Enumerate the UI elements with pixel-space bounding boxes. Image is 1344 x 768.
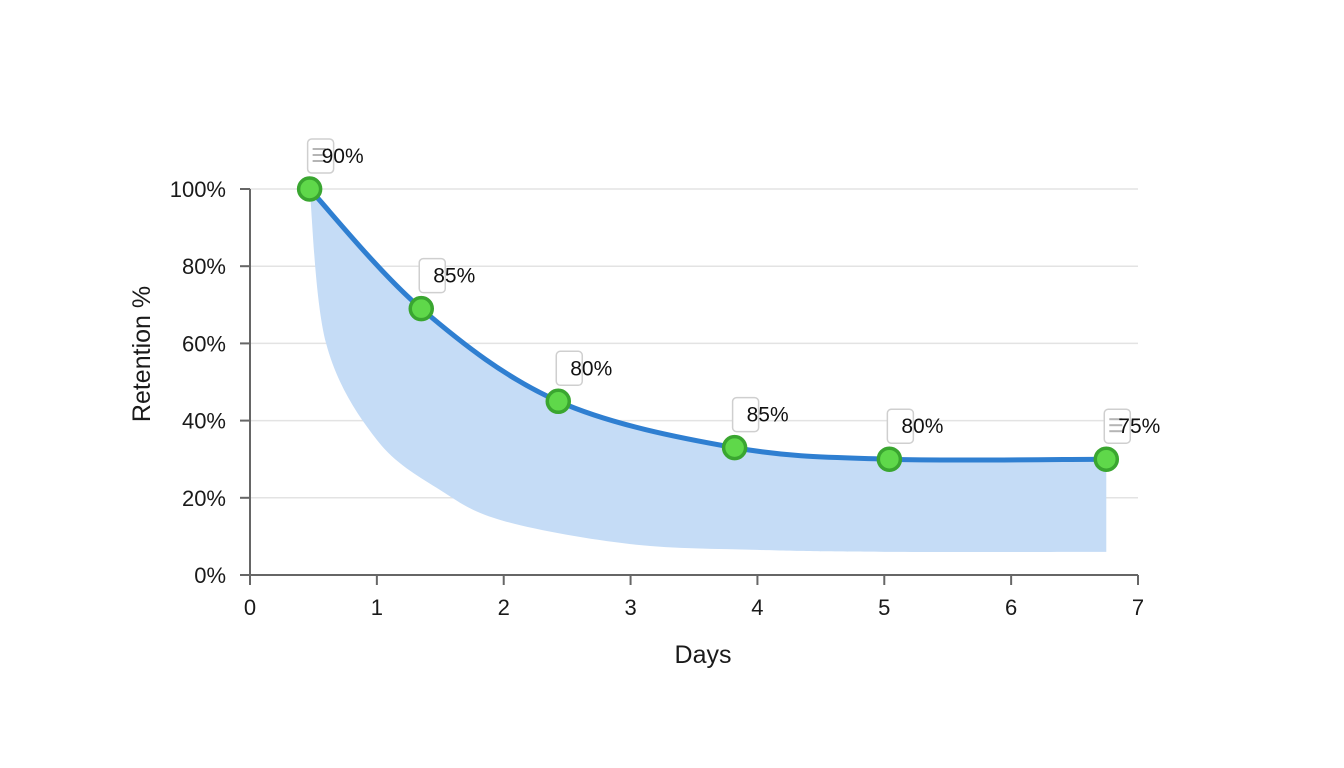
retention-line — [307, 186, 1109, 463]
x-axis-title: Days — [675, 641, 732, 669]
data-point-marker — [545, 388, 572, 415]
x-tick-label: 4 — [751, 595, 763, 620]
data-point-marker — [408, 295, 435, 322]
x-tick-label: 5 — [878, 595, 890, 620]
x-tick-label: 6 — [1005, 595, 1017, 620]
data-label-text: 80% — [570, 357, 612, 380]
y-tick-label: 40% — [182, 409, 226, 434]
data-label-text: 85% — [747, 404, 789, 427]
x-tick-label: 1 — [371, 595, 383, 620]
data-markers — [296, 176, 1120, 472]
data-point-marker — [1093, 446, 1120, 472]
axes: 0% 20% 40% 60% 80% 100% 0 1 2 3 4 5 6 7 — [170, 177, 1144, 620]
data-label: 75% — [1103, 408, 1160, 444]
y-tick-label: 20% — [182, 486, 226, 511]
label-box — [555, 350, 584, 387]
x-tick-label: 0 — [244, 595, 256, 620]
label-box — [731, 396, 760, 433]
data-point-marker — [296, 176, 323, 202]
label-box — [886, 408, 915, 444]
y-axis-title: Retention % — [128, 286, 156, 422]
y-tick-label: 80% — [182, 254, 226, 279]
data-label: 80% — [555, 350, 612, 387]
y-tick-label: 100% — [170, 177, 226, 202]
x-tick-label: 3 — [624, 595, 636, 620]
x-tick-label: 2 — [498, 595, 510, 620]
data-label: 90% — [306, 138, 364, 174]
data-point-marker — [876, 446, 903, 472]
y-tick-label: 60% — [182, 331, 226, 356]
note-icon — [312, 148, 326, 162]
data-label: 85% — [418, 257, 475, 294]
data-label-text: 80% — [901, 415, 943, 438]
data-label: 80% — [886, 408, 943, 444]
x-tick-label: 7 — [1132, 595, 1144, 620]
data-label-text: 90% — [322, 145, 364, 168]
label-box — [418, 257, 447, 294]
note-icon — [1109, 418, 1123, 433]
data-label-text: 85% — [433, 265, 475, 288]
y-tick-label: 0% — [194, 563, 226, 588]
data-label: 85% — [731, 396, 789, 433]
data-labels: 90% 85% 80% 85% 80% 75% — [306, 138, 1160, 444]
data-label-text: 75% — [1118, 415, 1160, 438]
data-point-marker — [721, 434, 748, 461]
